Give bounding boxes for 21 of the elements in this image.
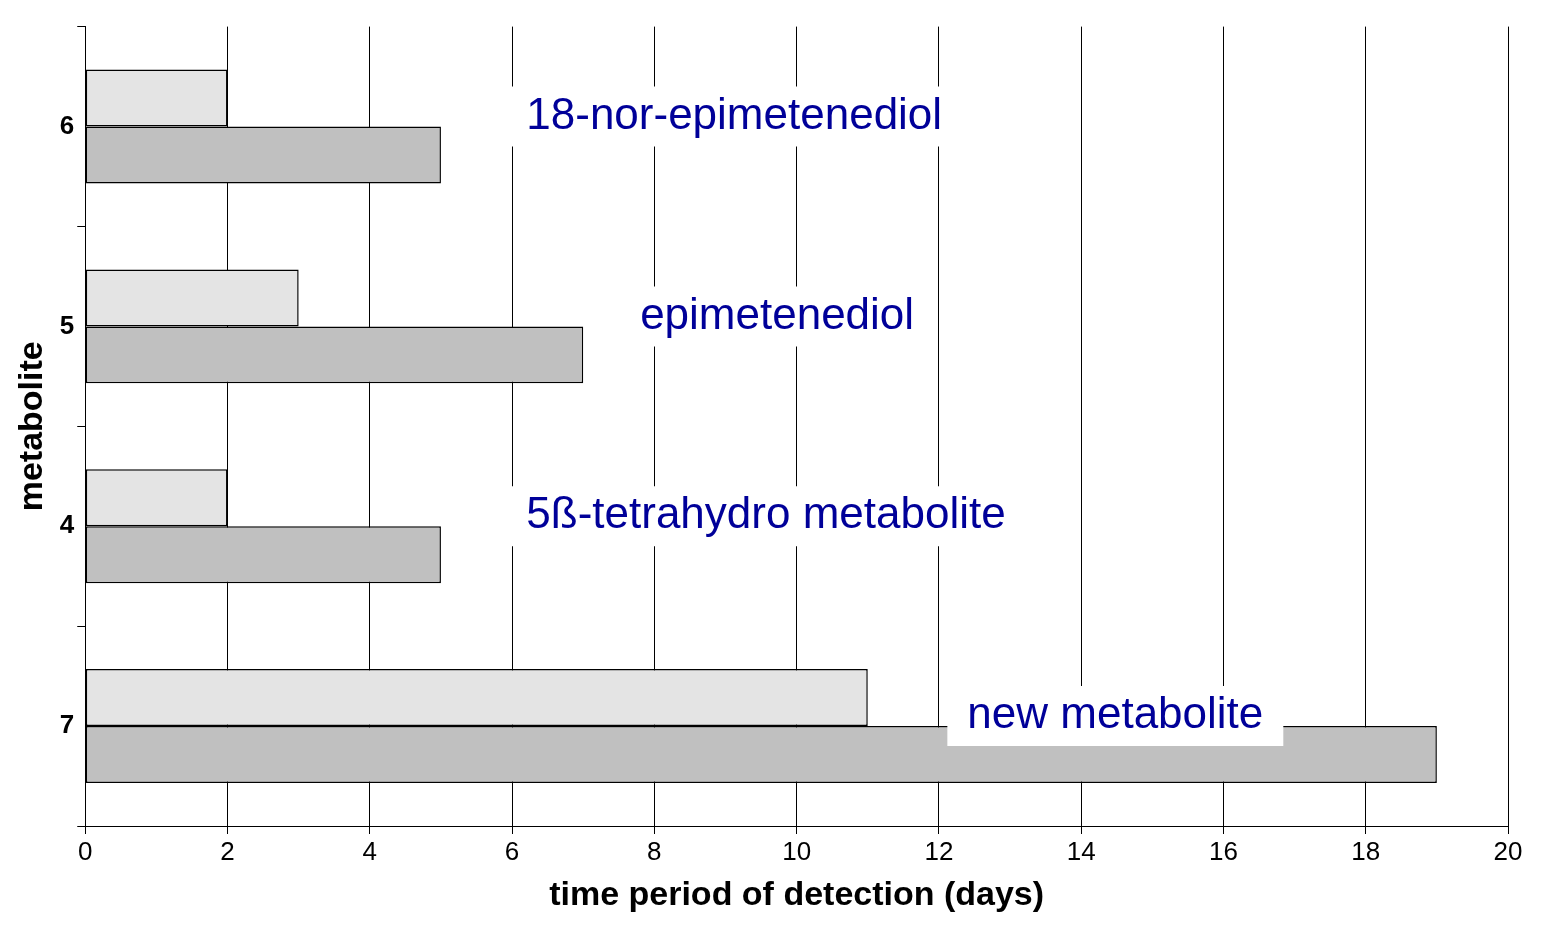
y-axis-title: metabolite <box>10 341 49 512</box>
x-tick-label: 4 <box>362 835 378 866</box>
y-tick-label: 4 <box>59 509 75 540</box>
x-tick-label: 12 <box>924 835 954 866</box>
y-tick-label: 5 <box>59 309 75 340</box>
x-tick-label: 20 <box>1493 835 1523 866</box>
x-tick-label: 8 <box>647 835 662 866</box>
annotation: new metabolite <box>967 688 1264 738</box>
x-tick-label: 18 <box>1351 835 1381 866</box>
x-tick-label: 16 <box>1208 835 1238 866</box>
annotation: epimetenediol <box>640 288 915 338</box>
x-tick-label: 0 <box>78 835 93 866</box>
x-tick-label: 14 <box>1066 835 1096 866</box>
x-tick-label: 10 <box>782 835 812 866</box>
x-tick-label: 6 <box>504 835 520 866</box>
y-tick-label: 6 <box>59 109 75 140</box>
annotation: 5ß-tetrahydro metabolite <box>526 488 1006 538</box>
annotation: 18-nor-epimetenediol <box>526 88 943 138</box>
y-tick-label: 7 <box>59 709 75 740</box>
x-tick-label: 2 <box>220 835 235 866</box>
x-axis-title: time period of detection (days) <box>549 873 1045 912</box>
